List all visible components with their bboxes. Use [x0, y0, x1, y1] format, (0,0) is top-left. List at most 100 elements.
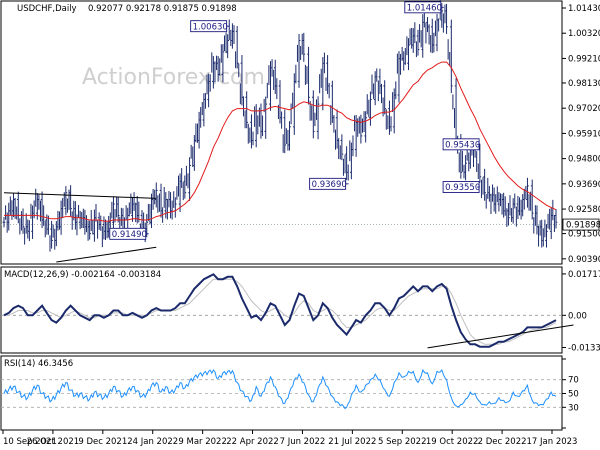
price-annotation-text: 0.95430 [445, 141, 480, 151]
price-annotation: 1.01460 [404, 1, 444, 14]
price-bar [250, 106, 256, 149]
macd-y-tick-label: -0.01334 [568, 343, 600, 353]
price-bar [212, 55, 218, 89]
price-bar [411, 22, 417, 58]
price-bar [55, 210, 61, 247]
price-bar [97, 212, 103, 248]
price-bar [154, 182, 160, 213]
x-tick-label: 17 Jan 2023 [527, 437, 578, 447]
price-y-tick-label: 0.97020 [568, 104, 600, 114]
price-bar [549, 199, 555, 240]
price-bar [497, 192, 503, 215]
x-tick-label: 7 Jun 2022 [280, 437, 326, 447]
price-bar [83, 209, 89, 241]
price-y-tick-label: 1.01430 [568, 4, 600, 14]
price-bar [340, 134, 346, 176]
price-bar [483, 168, 489, 209]
price-layer: 1.00630 0.91490 0.93690 1.01460 0.95430 0.935… [1, 0, 562, 263]
price-bar [421, 13, 427, 58]
rsi-label: RSI(14) 46.3456 [4, 359, 73, 369]
price-bar [26, 203, 32, 242]
x-tick-label: 24 Jan 2022 [127, 437, 178, 447]
price-bar [502, 192, 508, 227]
price-bar [545, 208, 551, 248]
price-bar [392, 53, 398, 134]
price-bar [112, 196, 118, 231]
price-bar [235, 26, 241, 105]
price-y-tick-label: 0.94800 [568, 155, 600, 165]
price-bar [207, 52, 213, 108]
price-y-tick-label: 0.90390 [568, 255, 600, 265]
price-bar [521, 185, 527, 217]
price-annotation-text: 1.00630 [193, 22, 228, 32]
rsi-layer [1, 368, 562, 410]
price-bar [430, 18, 436, 54]
price-bar [231, 23, 237, 69]
price-bar [197, 102, 203, 149]
price-bar [311, 90, 317, 139]
price-y-tick-label: 0.95910 [568, 129, 600, 139]
price-annotation: 0.93550 [442, 181, 480, 193]
price-bar [331, 80, 337, 150]
price-bar [326, 55, 332, 125]
price-bar [416, 24, 422, 56]
chart-header-symbol: USDCHF,Daily [17, 4, 77, 14]
price-bar [464, 143, 470, 181]
price-bar [283, 109, 289, 154]
price-annotation-text: 0.93550 [445, 183, 480, 193]
price-bar [288, 92, 294, 151]
price-bar [173, 175, 179, 218]
price-bar [507, 195, 513, 226]
price-bar [530, 179, 536, 234]
price-bar [302, 32, 308, 85]
price-bar [292, 44, 298, 135]
price-bar [164, 190, 170, 220]
price-bar [516, 195, 522, 220]
macd-label: MACD(12,26,9) -0.002164 -0.003184 [4, 270, 161, 280]
price-bar [50, 220, 56, 250]
price-annotation: 0.93690 [309, 177, 349, 190]
price-bar [350, 115, 356, 180]
price-annotation-text: 1.01460 [407, 4, 442, 14]
macd-main-line [3, 273, 557, 348]
price-bar [240, 55, 246, 129]
price-bar [64, 186, 70, 216]
price-y-tick-label: 0.92580 [568, 205, 600, 215]
price-bar [402, 36, 408, 71]
price-bar [169, 191, 175, 220]
rsi-y-tick-label: 50 [568, 390, 579, 400]
last-price-text: 0.91898 [566, 221, 600, 231]
macd-signal-line [4, 278, 557, 345]
price-bar [216, 44, 222, 82]
x-tick-label: 9 Dec 2021 [78, 437, 127, 447]
price-y-tick-label: 0.98130 [568, 79, 600, 89]
price-bar [183, 165, 189, 199]
macd-trendline [427, 324, 574, 349]
price-bar [540, 219, 546, 248]
price-annotation: 0.91490 [109, 227, 149, 240]
price-y-tick-label: 1.00320 [568, 29, 600, 39]
price-bar [226, 19, 232, 59]
rsi-line [3, 368, 557, 410]
price-bar [221, 32, 227, 83]
x-tick-label: 21 Jul 2022 [328, 437, 376, 447]
watermark: ActionForex.com [82, 65, 265, 90]
price-bar [535, 205, 541, 247]
price-bar [488, 184, 494, 215]
price-bar [397, 46, 403, 103]
price-bar [321, 52, 327, 111]
price-bar [364, 94, 370, 143]
price-bar [93, 204, 99, 242]
price-bar [188, 144, 194, 201]
price-y-tick-label: 0.99210 [568, 54, 600, 64]
price-bar [383, 80, 389, 130]
x-tick-label: 22 Apr 2022 [226, 437, 279, 447]
moving-average-line [4, 61, 557, 222]
price-bar [193, 123, 199, 171]
last-price-tag: 0.91898 [562, 218, 600, 231]
x-tick-label: 5 Sep 2022 [378, 437, 426, 447]
price-bar [74, 201, 80, 236]
rsi-y-tick-label: 30 [568, 403, 579, 413]
